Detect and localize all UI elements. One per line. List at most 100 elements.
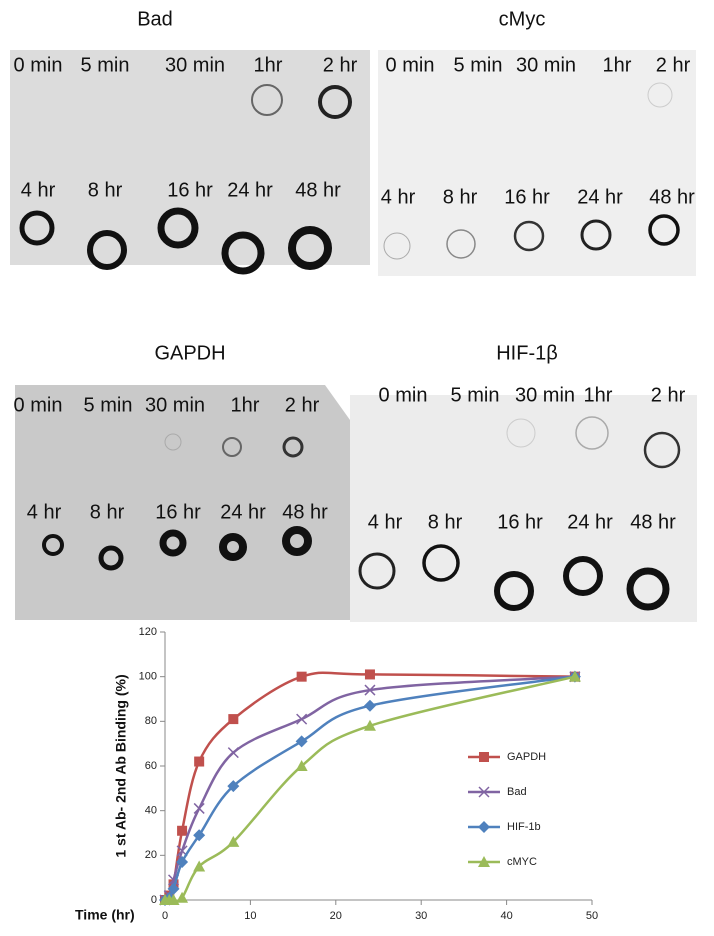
panel-title: cMyc <box>499 8 546 30</box>
time-label: 8 hr <box>90 501 125 523</box>
legend-marker <box>478 856 490 867</box>
time-label: 30 min <box>515 384 575 406</box>
blot-dot <box>513 220 545 252</box>
legend-marker <box>478 821 490 833</box>
blot-dot <box>626 567 670 611</box>
time-label: 8 hr <box>88 179 123 201</box>
marker <box>568 670 581 682</box>
blot-dot <box>288 226 332 270</box>
marker <box>296 713 308 725</box>
time-label: 48 hr <box>630 511 676 533</box>
x-tick-label: 40 <box>500 910 512 922</box>
x-tick-label: 20 <box>330 910 342 922</box>
blot-dot <box>164 433 182 451</box>
blot-dot <box>647 82 673 108</box>
time-label: 24 hr <box>220 501 266 523</box>
time-label: 48 hr <box>649 186 695 208</box>
blot-dot <box>159 529 187 557</box>
time-label: 24 hr <box>567 511 613 533</box>
time-label: 16 hr <box>155 501 201 523</box>
marker <box>227 780 240 793</box>
blot-dot <box>282 436 304 458</box>
marker <box>194 756 205 767</box>
time-label: 16 hr <box>504 186 550 208</box>
time-label: 24 hr <box>577 186 623 208</box>
blot-dot <box>87 230 127 270</box>
blot-dot <box>19 210 55 246</box>
time-label: 5 min <box>451 384 500 406</box>
x-tick-label: 50 <box>586 910 598 922</box>
marker <box>296 671 307 682</box>
y-tick-label: 60 <box>145 760 157 772</box>
time-label: 30 min <box>516 54 576 76</box>
blot-dot <box>643 431 681 469</box>
marker <box>295 760 308 771</box>
blot-dot <box>222 437 242 457</box>
time-label: 4 hr <box>381 186 416 208</box>
y-axis-title: 1 st Ab- 2nd Ab Binding (%) <box>113 674 129 857</box>
time-label: 0 min <box>14 394 63 416</box>
time-label: 5 min <box>84 394 133 416</box>
marker <box>193 860 206 872</box>
blot-dot <box>422 544 460 582</box>
x-tick-label: 10 <box>244 910 256 922</box>
y-tick-label: 0 <box>151 894 157 906</box>
legend-label: Bad <box>507 786 527 798</box>
marker <box>176 891 189 903</box>
marker <box>228 714 239 725</box>
time-label: 4 hr <box>27 501 62 523</box>
x-axis-title: Time (hr) <box>75 907 135 923</box>
blot-dot <box>580 219 612 251</box>
blot-dot <box>358 552 396 590</box>
blot-gapdh <box>15 385 350 620</box>
legend-label: cMYC <box>507 856 537 868</box>
marker <box>227 835 240 847</box>
marker <box>177 825 188 836</box>
time-label: 4 hr <box>368 511 403 533</box>
time-label: 2 hr <box>285 394 320 416</box>
y-tick-label: 80 <box>145 715 157 727</box>
time-label: 1hr <box>603 54 632 76</box>
time-label: 8 hr <box>443 186 478 208</box>
blot-dot <box>575 416 609 450</box>
legend-marker <box>478 786 490 798</box>
y-tick-label: 100 <box>139 671 157 683</box>
time-label: 5 min <box>454 54 503 76</box>
blot-dot <box>251 84 283 116</box>
y-tick-label: 120 <box>139 626 157 638</box>
time-label: 30 min <box>165 54 225 76</box>
blot-dot <box>318 85 352 119</box>
blot-dot <box>383 232 411 260</box>
marker <box>193 829 206 842</box>
time-label: 8 hr <box>428 511 463 533</box>
blot-dot <box>446 229 476 259</box>
time-label: 5 min <box>81 54 130 76</box>
blot-dot <box>157 207 199 249</box>
blot-dot <box>219 533 247 561</box>
marker <box>167 882 180 895</box>
panel-title: GAPDH <box>154 342 225 364</box>
time-label: 48 hr <box>295 179 341 201</box>
time-label: 30 min <box>145 394 205 416</box>
blot-dot <box>563 556 603 596</box>
blot-dot <box>648 214 680 246</box>
panel-title: Bad <box>137 8 173 30</box>
x-tick-label: 30 <box>415 910 427 922</box>
marker <box>364 669 375 680</box>
blot-cmyc <box>378 50 696 276</box>
marker <box>295 735 308 748</box>
time-label: 48 hr <box>282 501 328 523</box>
marker <box>227 747 239 759</box>
marker <box>363 699 376 712</box>
x-tick-label: 0 <box>162 910 168 922</box>
time-label: 16 hr <box>167 179 213 201</box>
y-tick-label: 40 <box>145 805 157 817</box>
time-label: 24 hr <box>227 179 273 201</box>
time-label: 1hr <box>584 384 613 406</box>
blot-hif <box>350 395 697 622</box>
blot-dot <box>221 231 265 275</box>
time-label: 1hr <box>231 394 260 416</box>
time-label: 0 min <box>379 384 428 406</box>
time-label: 0 min <box>386 54 435 76</box>
